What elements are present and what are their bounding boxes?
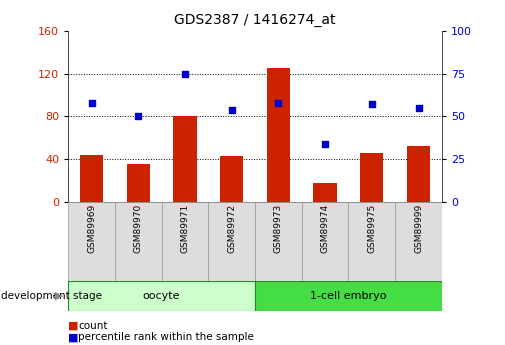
Point (228, 107, 236, 112)
Bar (348, 202, 395, 281)
Text: percentile rank within the sample: percentile rank within the sample (78, 333, 254, 342)
Text: 1-cell embryo: 1-cell embryo (310, 291, 387, 301)
Point (87, 100, 95, 106)
Bar (220, 156, 243, 202)
Bar (173, 117, 196, 202)
Title: GDS2387 / 1416274_at: GDS2387 / 1416274_at (174, 13, 336, 27)
Text: ▶: ▶ (56, 291, 64, 301)
Text: GSM89971: GSM89971 (180, 204, 189, 254)
Text: GSM89974: GSM89974 (321, 204, 330, 253)
Text: GSM89973: GSM89973 (274, 204, 283, 254)
Bar (407, 146, 430, 202)
Point (274, 100, 282, 106)
Text: development stage: development stage (1, 291, 102, 301)
Point (181, 71, 189, 77)
Text: GSM89972: GSM89972 (227, 204, 236, 253)
Point (368, 102, 376, 107)
Point (415, 105, 423, 111)
Text: GSM89970: GSM89970 (134, 204, 143, 254)
Text: ■: ■ (68, 333, 79, 342)
Bar (80, 155, 103, 202)
Bar (162, 202, 209, 281)
Text: oocyte: oocyte (143, 291, 180, 301)
Point (321, 141, 329, 147)
Point (134, 114, 142, 119)
Text: GSM89969: GSM89969 (87, 204, 96, 254)
Bar (68, 202, 115, 281)
Text: ■: ■ (68, 321, 79, 331)
Text: count: count (78, 321, 108, 331)
Bar (360, 153, 383, 202)
Bar (395, 202, 442, 281)
Bar (127, 165, 150, 202)
Bar (115, 202, 162, 281)
Bar (208, 202, 255, 281)
Text: GSM89999: GSM89999 (414, 204, 423, 254)
Text: GSM89975: GSM89975 (367, 204, 376, 254)
Bar (267, 68, 290, 202)
Bar (68, 281, 255, 310)
Bar (255, 202, 302, 281)
Bar (255, 281, 442, 310)
Bar (302, 202, 348, 281)
Bar (314, 183, 337, 202)
